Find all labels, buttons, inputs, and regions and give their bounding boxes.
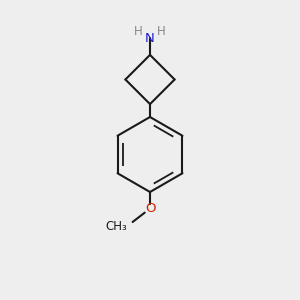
Text: O: O xyxy=(145,202,155,215)
Text: H: H xyxy=(157,25,166,38)
Text: N: N xyxy=(145,32,155,45)
Text: H: H xyxy=(134,25,143,38)
Text: CH₃: CH₃ xyxy=(106,220,128,233)
